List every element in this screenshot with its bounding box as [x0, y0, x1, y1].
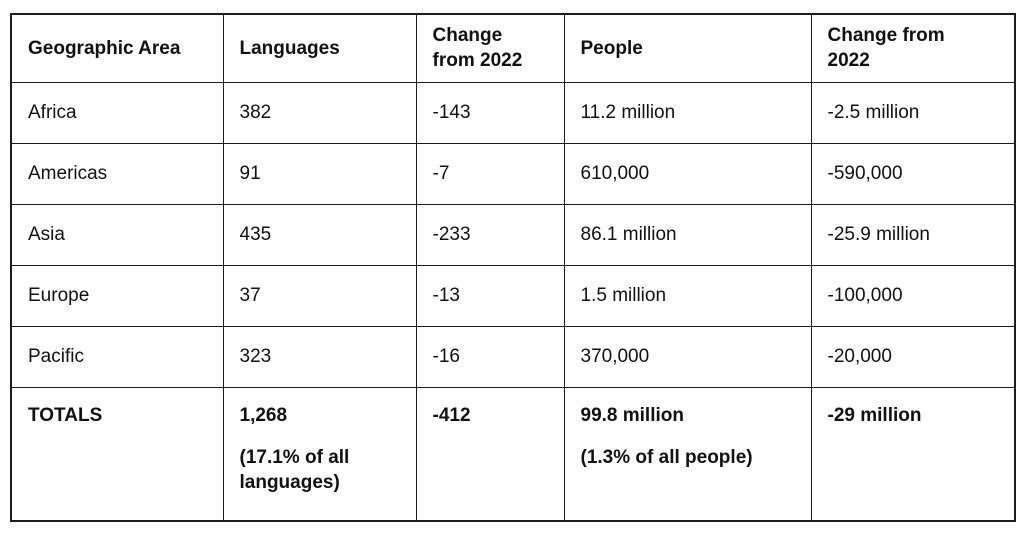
cell-languages: 91: [222, 142, 417, 205]
cell-languages-change: -13: [415, 264, 565, 327]
cell-people: 1.5 million: [563, 264, 812, 327]
column-header-languages: Languages: [222, 13, 417, 83]
cell-people-change: -2.5 million: [810, 81, 1016, 144]
cell-people: 610,000: [563, 142, 812, 205]
cell-totals-people: 99.8 million (1.3% of all people): [563, 386, 812, 522]
cell-languages-change: -143: [415, 81, 565, 144]
totals-languages-value: 1,268: [239, 404, 288, 426]
cell-area: Americas: [10, 142, 224, 205]
column-header-people-change: Change from 2022: [810, 13, 1016, 83]
totals-people-value: 99.8 million: [580, 404, 684, 426]
cell-people: 370,000: [563, 325, 812, 388]
column-header-label: People: [580, 37, 643, 59]
cell-totals-label: TOTALS: [10, 386, 224, 522]
cell-people: 86.1 million: [563, 203, 812, 266]
totals-people-note: (1.3% of all people): [580, 446, 753, 468]
header-row: Geographic Area Languages Change from 20…: [10, 13, 1016, 83]
cell-languages: 323: [222, 325, 417, 388]
table-row-totals: TOTALS 1,268 (17.1% of all languages) -4…: [10, 386, 1016, 522]
table-row-pacific: Pacific 323 -16 370,000 -20,000: [10, 325, 1016, 388]
totals-languages-change-value: -412: [432, 404, 471, 426]
cell-languages: 435: [222, 203, 417, 266]
column-header-label: Languages: [239, 37, 340, 59]
languages-by-region-table: Geographic Area Languages Change from 20…: [10, 13, 1016, 522]
table-row-americas: Americas 91 -7 610,000 -590,000: [10, 142, 1016, 205]
column-header-people: People: [563, 13, 812, 83]
cell-languages-change: -16: [415, 325, 565, 388]
cell-totals-people-change: -29 million: [810, 386, 1016, 522]
cell-people-change: -25.9 million: [810, 203, 1016, 266]
column-header-label: Geographic Area: [28, 37, 181, 59]
cell-people-change: -590,000: [810, 142, 1016, 205]
cell-area: Europe: [10, 264, 224, 327]
totals-languages-note: (17.1% of all languages): [239, 446, 350, 493]
cell-people-change: -20,000: [810, 325, 1016, 388]
cell-totals-languages-change: -412: [415, 386, 565, 522]
column-header-geographic-area: Geographic Area: [10, 13, 224, 83]
table-row-asia: Asia 435 -233 86.1 million -25.9 million: [10, 203, 1016, 266]
table-row-europe: Europe 37 -13 1.5 million -100,000: [10, 264, 1016, 327]
table-row-africa: Africa 382 -143 11.2 million -2.5 millio…: [10, 81, 1016, 144]
cell-area: Asia: [10, 203, 224, 266]
cell-area: Africa: [10, 81, 224, 144]
cell-totals-languages: 1,268 (17.1% of all languages): [222, 386, 417, 522]
cell-people: 11.2 million: [563, 81, 812, 144]
cell-languages: 37: [222, 264, 417, 327]
cell-people-change: -100,000: [810, 264, 1016, 327]
totals-label: TOTALS: [28, 404, 103, 426]
column-header-label-line2: from 2022: [432, 50, 523, 72]
column-header-label-line2: 2022: [827, 50, 870, 72]
column-header-languages-change: Change from 2022: [415, 13, 565, 83]
cell-languages: 382: [222, 81, 417, 144]
cell-languages-change: -7: [415, 142, 565, 205]
totals-people-change-value: -29 million: [827, 404, 922, 426]
cell-languages-change: -233: [415, 203, 565, 266]
column-header-label-line1: Change from: [827, 25, 945, 47]
column-header-label-line1: Change: [432, 25, 503, 47]
cell-area: Pacific: [10, 325, 224, 388]
